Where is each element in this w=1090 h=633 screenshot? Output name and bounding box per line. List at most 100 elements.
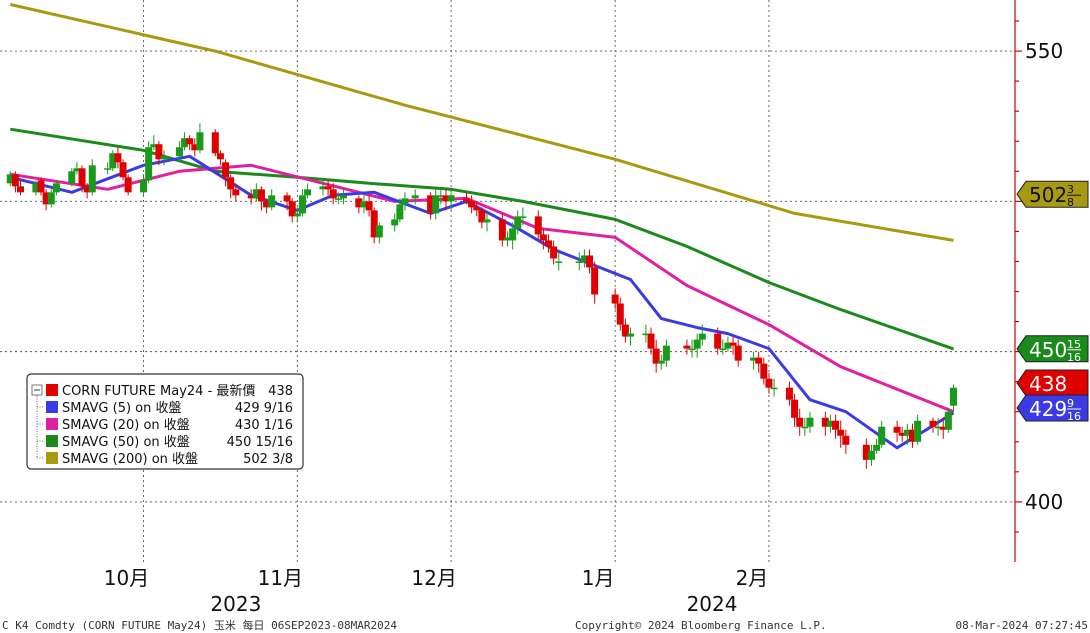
candle-body — [462, 198, 470, 202]
candle-body — [68, 171, 76, 184]
candle-body — [268, 195, 276, 208]
candle-body — [293, 213, 301, 217]
candle-body — [257, 189, 265, 202]
candle-body — [304, 189, 312, 196]
candle-body — [175, 147, 183, 157]
candle-body — [519, 216, 527, 218]
legend-label: SMAVG (5) on 收盤 — [62, 401, 182, 416]
candle-body — [360, 201, 368, 208]
candle-body — [791, 399, 799, 418]
legend-label: SMAVG (50) on 收盤 — [62, 435, 190, 450]
price-tag-label: 429 — [1029, 397, 1067, 421]
candle-body — [801, 426, 809, 429]
candle-body — [483, 219, 491, 223]
candle-body — [6, 174, 14, 184]
x-month-label: 12月 — [411, 566, 456, 590]
candle-body — [47, 192, 55, 205]
candle-body — [514, 216, 522, 229]
candle-body — [11, 174, 19, 187]
candle-body — [145, 147, 153, 181]
candle-body — [252, 189, 260, 199]
legend-swatch — [46, 384, 58, 396]
candle-body — [263, 201, 271, 208]
candle-body — [181, 138, 189, 148]
candle-body — [688, 348, 696, 351]
candle-body — [734, 345, 742, 361]
price-tag — [1016, 180, 1089, 208]
legend-label: SMAVG (20) on 收盤 — [62, 418, 190, 433]
candle-body — [473, 207, 481, 211]
candle-body — [83, 186, 91, 193]
candle-body — [826, 420, 834, 427]
x-year-label: 2024 — [687, 592, 738, 616]
candle-body — [662, 345, 670, 361]
candle-body — [878, 426, 886, 445]
x-month-label: 2月 — [736, 566, 769, 590]
candle-body — [627, 333, 635, 337]
y-axis: 550 400 — [1015, 20, 1063, 533]
candle-body — [724, 342, 732, 349]
candle-body — [509, 228, 517, 241]
candle-body — [504, 237, 511, 241]
candle-body — [657, 360, 665, 364]
x-year-label: 2023 — [210, 592, 261, 616]
candle-body — [447, 195, 455, 202]
candle-body — [862, 444, 870, 460]
candle-body — [401, 198, 409, 205]
candle-body — [150, 144, 158, 148]
candle-body — [140, 180, 148, 193]
candle-body — [427, 195, 435, 214]
candle-body — [468, 201, 476, 208]
x-axis: 9月10月11月12月1月2月20232024 — [104, 566, 769, 616]
candle-body — [832, 420, 840, 430]
candle-body — [898, 432, 906, 436]
candle-body — [365, 201, 373, 211]
candle-body — [160, 156, 168, 160]
candle-body — [934, 426, 942, 429]
price-tag-frac-num: 15 — [1067, 338, 1081, 351]
candle-body — [939, 426, 947, 430]
price-tag-frac-den: 16 — [1067, 410, 1081, 423]
candle-body — [580, 255, 588, 262]
candle-body — [52, 183, 60, 193]
candle-body — [232, 189, 240, 196]
legend: CORN FUTURE May24 - 最新價 438 SMAVG (5) on 收… — [26, 373, 304, 470]
candle-body — [119, 162, 127, 178]
candle-body — [191, 144, 199, 151]
candle-body — [806, 417, 814, 427]
candle-body — [355, 198, 363, 208]
legend-swatch — [46, 435, 58, 447]
candle-body — [73, 168, 81, 172]
candle-body — [647, 333, 655, 349]
candle-body — [914, 420, 922, 442]
candle-body — [616, 303, 624, 325]
price-tag-frac-den: 8 — [1067, 196, 1074, 209]
candle-body — [729, 342, 737, 346]
candle-body — [642, 333, 650, 336]
footer-left: C K4 Comdty (CORN FUTURE May24) 玉米 每日 06… — [2, 618, 397, 632]
candle-body — [873, 444, 881, 451]
candle-body — [78, 168, 86, 187]
candle-body — [770, 387, 778, 390]
legend-value: 429 9/16 — [235, 401, 293, 416]
y-tick-label: 400 — [1025, 490, 1063, 514]
candle-body — [760, 363, 768, 379]
legend-swatch — [46, 401, 58, 413]
legend-swatch — [46, 418, 58, 430]
candle-body — [698, 333, 706, 340]
price-tag-frac-num: 3 — [1067, 183, 1074, 196]
candle-body — [591, 267, 599, 295]
candle-body — [17, 186, 25, 193]
x-month-label: 1月 — [582, 566, 615, 590]
candle-body — [765, 378, 773, 388]
candle-body — [534, 216, 542, 235]
y-tick-label: 550 — [1025, 39, 1063, 63]
candle-body — [611, 294, 619, 304]
x-month-label: 10月 — [104, 566, 149, 590]
candle-body — [211, 132, 219, 154]
candle-body — [683, 345, 691, 349]
candle-body — [216, 153, 224, 160]
